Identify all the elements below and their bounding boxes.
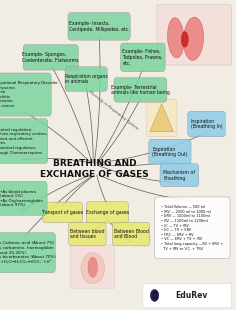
Ellipse shape xyxy=(88,257,97,277)
Text: Example- Fishes,
Tadpoles, Prawns,
etc.: Example- Fishes, Tadpoles, Prawns, etc. xyxy=(122,49,163,66)
FancyBboxPatch shape xyxy=(157,5,231,65)
Text: Exchange of gases: Exchange of gases xyxy=(86,210,129,215)
Polygon shape xyxy=(150,104,173,132)
Text: • Neutral regulation-
involves respiratory centres,
afferent and efferent
nerves: • Neutral regulation- involves respirato… xyxy=(0,127,48,155)
FancyBboxPatch shape xyxy=(120,43,165,72)
FancyBboxPatch shape xyxy=(114,78,167,102)
Text: EduRev: EduRev xyxy=(175,291,207,300)
Ellipse shape xyxy=(151,290,159,301)
Ellipse shape xyxy=(81,253,105,284)
FancyBboxPatch shape xyxy=(0,232,55,273)
Text: Between blood
and tissues: Between blood and tissues xyxy=(70,229,105,239)
Text: Mechanism of
Breathing: Mechanism of Breathing xyxy=(163,170,195,180)
FancyBboxPatch shape xyxy=(71,245,114,288)
FancyBboxPatch shape xyxy=(23,45,78,70)
FancyBboxPatch shape xyxy=(42,202,83,223)
Text: 🎓: 🎓 xyxy=(152,292,157,299)
Text: • Tidal Volume — 500 ml
• IRV — 2500 ml to 3000 ml
• ERV — 1000ml to 1100ml
• RV: • Tidal Volume — 500 ml • IRV — 2500 ml … xyxy=(161,205,223,250)
FancyBboxPatch shape xyxy=(149,139,191,165)
Text: BREATHING AND
EXCHANGE OF GASES: BREATHING AND EXCHANGE OF GASES xyxy=(40,159,149,179)
FancyBboxPatch shape xyxy=(68,222,106,246)
FancyBboxPatch shape xyxy=(155,197,230,259)
Text: Transport of gases: Transport of gases xyxy=(42,210,84,215)
FancyBboxPatch shape xyxy=(68,12,130,40)
FancyBboxPatch shape xyxy=(0,73,51,116)
Ellipse shape xyxy=(181,32,188,47)
Text: Example- Insects,
Centipede, Millipedes, etc.: Example- Insects, Centipede, Millipedes,… xyxy=(69,21,130,32)
Text: Example- Terrestrial
animals like human being: Example- Terrestrial animals like human … xyxy=(111,85,170,95)
Text: Respiration organs
in animals: Respiration organs in animals xyxy=(65,74,108,84)
FancyBboxPatch shape xyxy=(188,111,225,137)
Text: •As Carbonic acid (About 7%)
•As carbamino- haemoglobin
(About 20-25%)
•As bicar: •As Carbonic acid (About 7%) •As carbami… xyxy=(0,241,56,264)
FancyBboxPatch shape xyxy=(160,164,199,187)
Ellipse shape xyxy=(183,17,204,60)
FancyBboxPatch shape xyxy=(65,67,107,91)
Text: Example- Sponges,
Coelenterate, Flatworms: Example- Sponges, Coelenterate, Flatworm… xyxy=(22,52,79,63)
FancyBboxPatch shape xyxy=(0,119,48,163)
FancyBboxPatch shape xyxy=(143,284,231,308)
Text: • Occupational Respiratory Disorder
• Emphysema
• Asthma
• Bronchitis
• Pneumoni: • Occupational Respiratory Disorder • Em… xyxy=(0,81,58,108)
FancyBboxPatch shape xyxy=(0,181,47,215)
Text: Inspiration
(Breathing In): Inspiration (Breathing In) xyxy=(191,119,222,129)
FancyBboxPatch shape xyxy=(112,222,150,246)
FancyBboxPatch shape xyxy=(146,99,177,136)
Text: Expiration
(Breathing Out): Expiration (Breathing Out) xyxy=(152,147,188,157)
Ellipse shape xyxy=(168,18,184,58)
Text: Diversity in Respiratory System: Diversity in Respiratory System xyxy=(88,90,139,131)
Text: •As blood plasma
(about 1%)
•As Oxyhaemoglobin
(about 97%): •As blood plasma (about 1%) •As Oxyhaemo… xyxy=(0,189,43,207)
Text: Between Blood
and Blood: Between Blood and Blood xyxy=(114,229,148,239)
FancyBboxPatch shape xyxy=(86,202,128,223)
